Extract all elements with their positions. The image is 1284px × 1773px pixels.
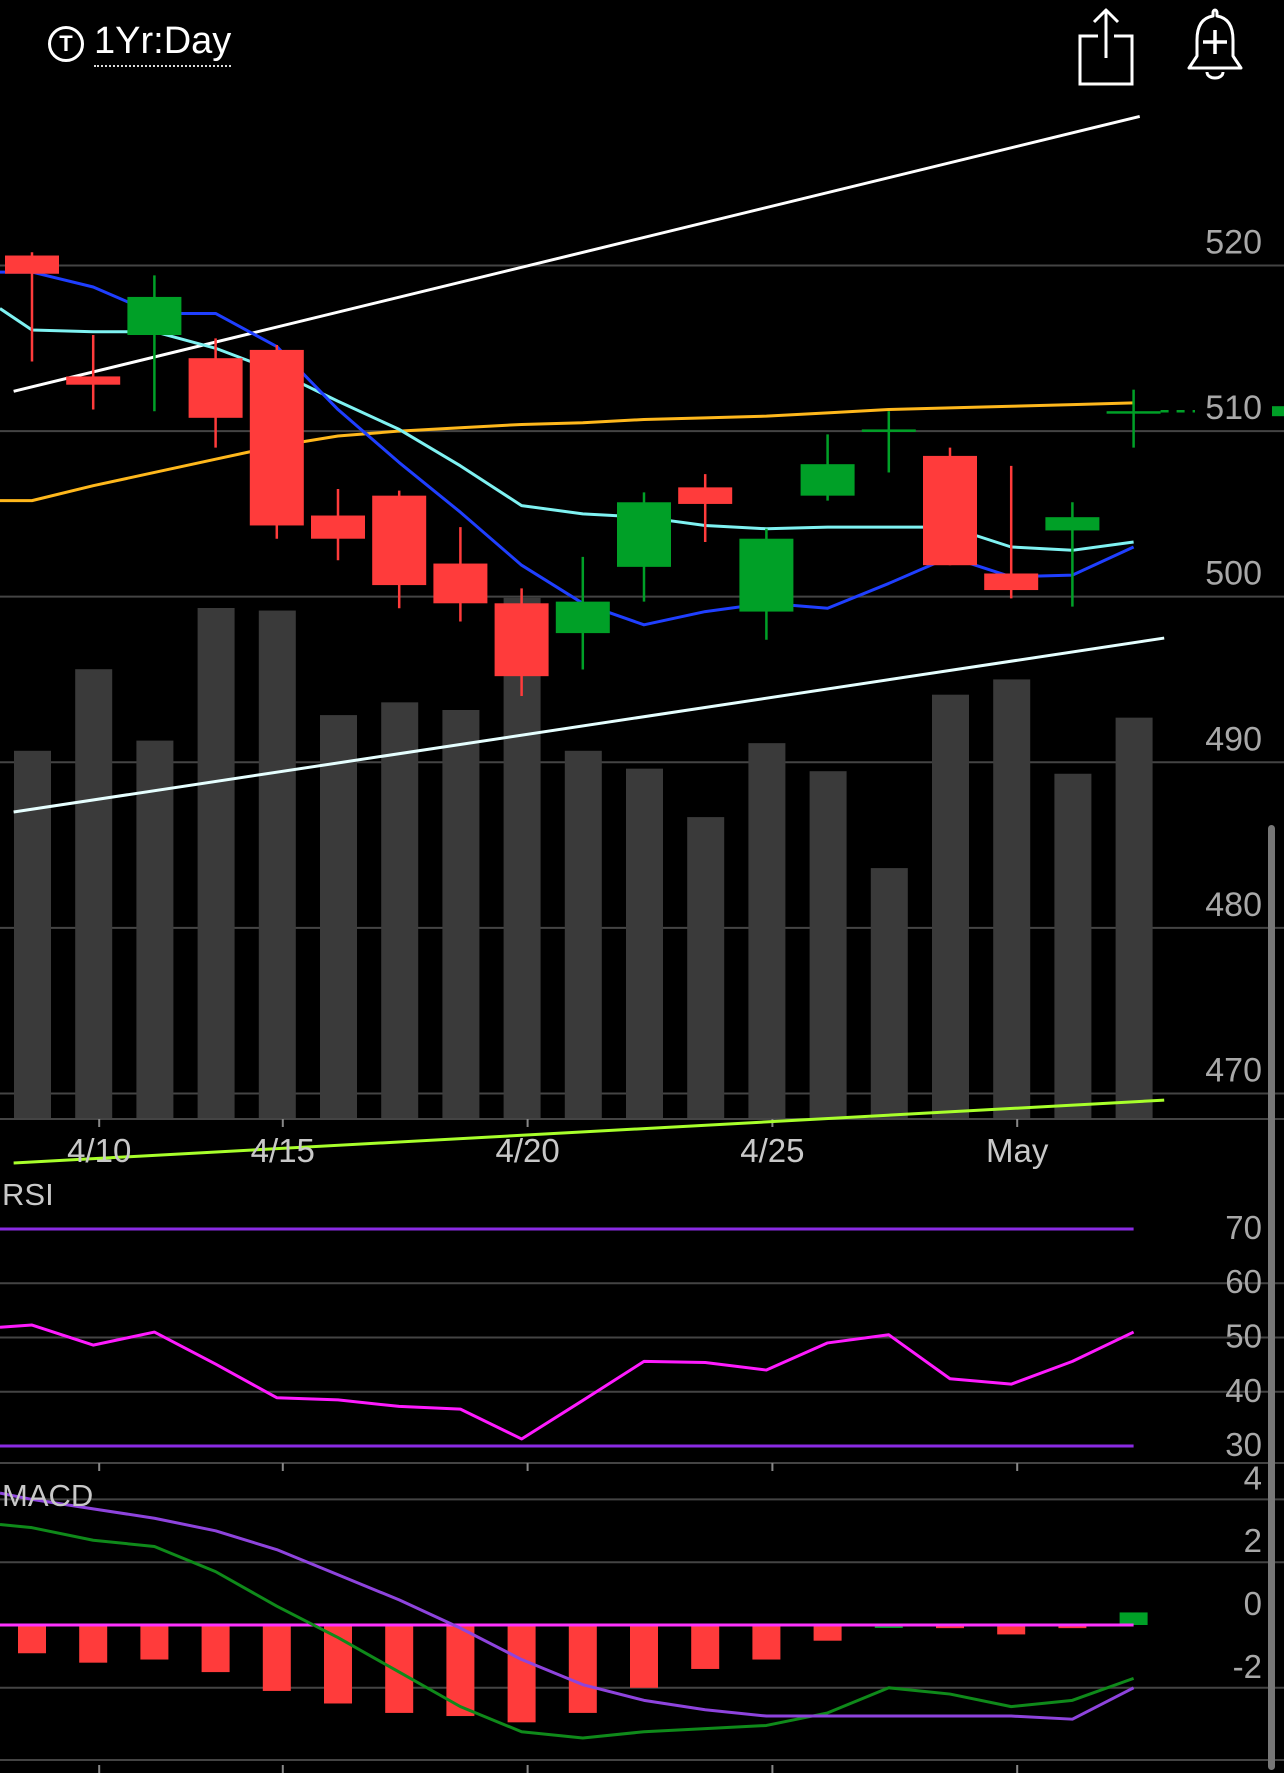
candle-body-up xyxy=(127,296,182,336)
volume-bar xyxy=(870,868,908,1118)
candle-body-up xyxy=(1045,517,1100,531)
macd-histogram-bar-down xyxy=(1058,1625,1087,1629)
rsi-tick-label: 60 xyxy=(1225,1263,1262,1300)
volume-bar xyxy=(687,817,725,1118)
x-tick-label: May xyxy=(986,1132,1049,1169)
candle-body-up xyxy=(555,601,610,634)
rsi-line xyxy=(0,1323,1135,1441)
macd-tick-label: 0 xyxy=(1244,1585,1262,1622)
volume-bar xyxy=(748,743,786,1118)
period-label[interactable]: 1Yr:Day xyxy=(94,20,232,67)
macd-histogram-bar-down xyxy=(79,1625,108,1663)
rsi-panel xyxy=(0,1227,1284,1448)
rsi-tick-label: 70 xyxy=(1225,1209,1262,1246)
macd-tick-label: 4 xyxy=(1244,1459,1262,1496)
volume-bar xyxy=(197,608,235,1118)
last-price-tag xyxy=(1272,406,1284,417)
candle-body-down xyxy=(249,349,304,526)
price-tick-label: 510 xyxy=(1205,389,1262,427)
bell-plus-icon[interactable] xyxy=(1183,4,1247,86)
macd-panel xyxy=(0,1491,1284,1761)
macd-histogram-bar-down xyxy=(507,1625,536,1723)
candle-body-down xyxy=(311,515,365,539)
share-icon[interactable] xyxy=(1076,6,1136,86)
volume-bar xyxy=(993,679,1031,1118)
volume-bar xyxy=(932,694,969,1118)
macd-histogram-bar-down xyxy=(18,1625,46,1654)
candle-body-down xyxy=(494,603,549,677)
candle-body-down xyxy=(923,455,977,566)
volume-bar xyxy=(320,715,357,1118)
candle-body-up xyxy=(617,502,671,567)
rsi-tick-label: 30 xyxy=(1225,1426,1262,1463)
macd-histogram-bar-down xyxy=(201,1625,230,1673)
chart-toolbar: T 1Yr:Day xyxy=(0,0,1284,95)
macd-histogram-bar-down xyxy=(997,1625,1026,1635)
candle-body-up xyxy=(800,464,855,496)
macd-histogram-bar-down xyxy=(140,1625,169,1660)
macd-histogram-bar-down xyxy=(752,1625,781,1660)
price-tick-label: 490 xyxy=(1205,720,1262,758)
macd-histogram-bar-down xyxy=(262,1625,291,1691)
macd-title: MACD xyxy=(2,1478,93,1513)
candles xyxy=(5,252,1284,697)
macd-histogram-bar-down xyxy=(813,1625,842,1641)
candle-body-up xyxy=(1106,411,1161,414)
volume-bars xyxy=(14,597,1153,1118)
price-tick-label: 520 xyxy=(1205,223,1262,261)
candle-body-up xyxy=(739,538,794,612)
candle-body-down xyxy=(188,358,243,418)
x-tick-label: 4/20 xyxy=(495,1132,559,1169)
candle-body-down xyxy=(5,255,59,274)
macd-tick-label: 2 xyxy=(1244,1522,1262,1559)
volume-bar xyxy=(136,740,174,1118)
price-tick-label: 480 xyxy=(1205,886,1262,924)
x-tick-label: 4/15 xyxy=(251,1132,315,1169)
price-tick-label: 470 xyxy=(1205,1052,1262,1090)
volume-bar xyxy=(258,610,296,1118)
macd-line xyxy=(0,1523,1135,1740)
rsi-tick-label: 50 xyxy=(1225,1318,1262,1355)
volume-bar xyxy=(809,771,847,1118)
candle-body-down xyxy=(372,495,427,586)
volume-bar xyxy=(1054,773,1092,1118)
volume-bar xyxy=(381,702,419,1118)
volume-bar xyxy=(564,750,602,1118)
macd-histogram-bar-down xyxy=(691,1625,720,1669)
trend-line-green xyxy=(13,1098,1165,1165)
macd-histogram-bar-down xyxy=(568,1625,597,1713)
macd-signal-line xyxy=(0,1491,1135,1721)
x-tick-label: 4/25 xyxy=(740,1132,804,1169)
candle-body-up xyxy=(861,429,916,432)
trend-line-upper xyxy=(13,114,1141,393)
macd-histogram-bar-down xyxy=(936,1625,964,1629)
macd-histogram-bar-down xyxy=(385,1625,414,1713)
sma-long-line xyxy=(0,401,1134,503)
volume-bar xyxy=(1115,717,1153,1118)
price-tick-label: 500 xyxy=(1205,555,1262,593)
volume-bar xyxy=(75,669,113,1118)
period-selector[interactable]: T 1Yr:Day xyxy=(48,20,232,67)
candle-body-down xyxy=(984,573,1039,591)
rsi-title: RSI xyxy=(2,1177,54,1212)
volume-bar xyxy=(626,768,663,1118)
macd-histogram-bar-up xyxy=(1119,1612,1148,1625)
scrollbar[interactable] xyxy=(1268,825,1275,1770)
candle-body-down xyxy=(433,563,488,604)
candle-body-down xyxy=(66,376,121,385)
trend-line-lower xyxy=(13,636,1165,814)
clock-icon: T xyxy=(48,25,84,62)
x-tick-label: 4/10 xyxy=(67,1132,131,1169)
volume-bar xyxy=(442,710,480,1118)
rsi-tick-label: 40 xyxy=(1225,1372,1262,1409)
macd-tick-label: -2 xyxy=(1233,1648,1262,1685)
candle-body-down xyxy=(678,487,733,504)
macd-histogram-bar-down xyxy=(630,1625,658,1688)
